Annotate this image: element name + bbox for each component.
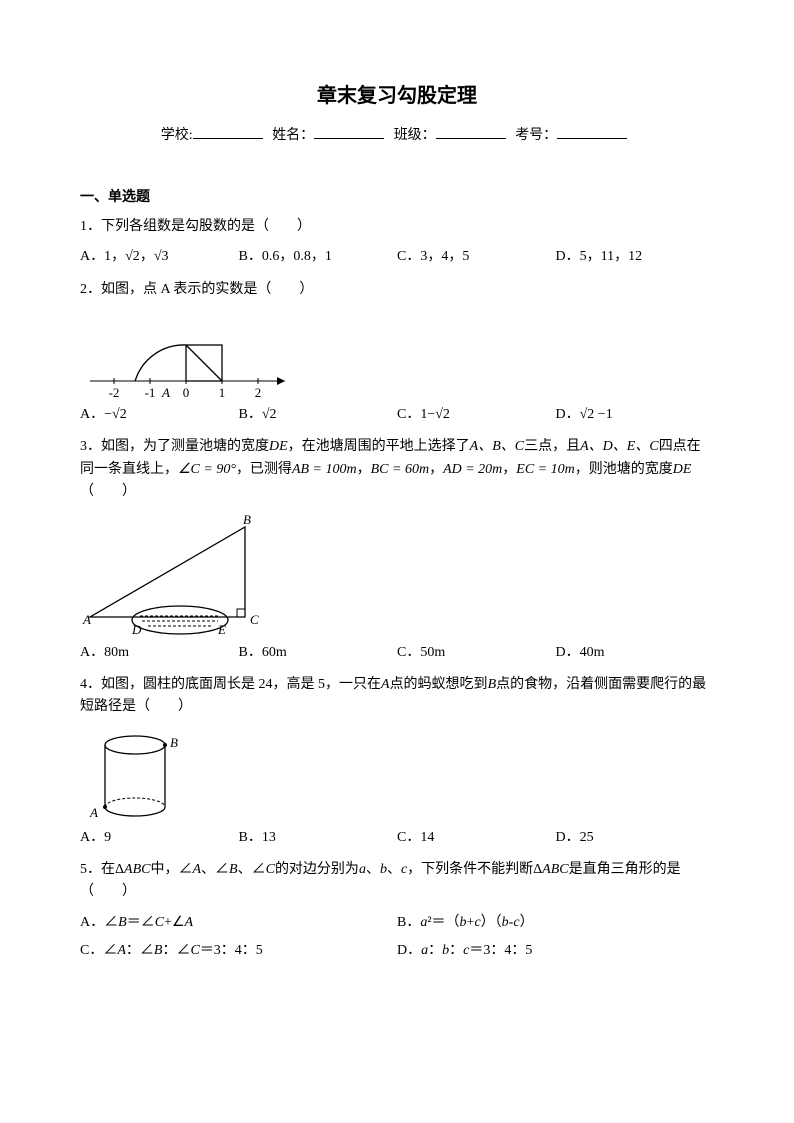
q4-opt-a: A．9 (80, 827, 239, 849)
q2-opt-d: D．√2 −1 (556, 404, 715, 426)
name-label: 姓名： (272, 128, 314, 143)
q4-opt-c: C．14 (397, 827, 556, 849)
question-3: 3．如图，为了测量池塘的宽度DE，在池塘周围的平地上选择了A、B、C三点，且A、… (80, 436, 714, 503)
q5-options: A．∠B＝∠C+∠A B．a²＝（b+c）（b-c） C．∠A：∠B：∠C＝3：… (80, 912, 714, 969)
q3-opt-c: C．50m (397, 642, 556, 664)
q3-options: A．80m B．60m C．50m D．40m (80, 642, 714, 664)
q5-opt-d: D．a：b：c＝3：4：5 (397, 940, 714, 962)
q3-opt-a: A．80m (80, 642, 239, 664)
q2-opt-c: C．1−√2 (397, 404, 556, 426)
svg-text:1: 1 (219, 385, 226, 400)
q3-opt-b: B．60m (239, 642, 398, 664)
svg-text:B: B (243, 512, 251, 527)
svg-text:-2: -2 (109, 385, 120, 400)
q2-opt-b: B．√2 (239, 404, 398, 426)
q2-opt-a: A．−√2 (80, 404, 239, 426)
question-5: 5．在ΔABC中，∠A、∠B、∠C的对边分别为a、b、c，下列条件不能判断ΔAB… (80, 859, 714, 904)
name-blank (314, 124, 384, 139)
svg-text:2: 2 (255, 385, 262, 400)
exam-label: 考号： (515, 128, 557, 143)
section-heading: 一、单选题 (80, 187, 714, 209)
q2-figure: -2 -1 0 1 2 A (80, 309, 300, 404)
q5-opt-b: B．a²＝（b+c）（b-c） (397, 912, 714, 934)
q4-options: A．9 B．13 C．14 D．25 (80, 827, 714, 849)
q1-opt-b: B．0.6，0.8，1 (239, 246, 398, 268)
class-blank (436, 124, 506, 139)
school-label: 学校: (161, 128, 193, 143)
exam-blank (557, 124, 627, 139)
svg-text:B: B (170, 735, 178, 750)
svg-text:A: A (89, 805, 98, 820)
school-blank (193, 124, 263, 139)
svg-text:0: 0 (183, 385, 190, 400)
q5-opt-c: C．∠A：∠B：∠C＝3：4：5 (80, 940, 397, 962)
question-1: 1．下列各组数是勾股数的是（ ） (80, 216, 714, 238)
q2-options: A．−√2 B．√2 C．1−√2 D．√2 −1 (80, 404, 714, 426)
q4-figure: B A (80, 727, 210, 827)
q4-opt-b: B．13 (239, 827, 398, 849)
student-info-line: 学校: 姓名： 班级： 考号： (80, 124, 714, 147)
q1-opt-a: A．1，√2，√3 (80, 246, 239, 268)
svg-text:A: A (82, 612, 91, 627)
svg-text:C: C (250, 612, 259, 627)
question-2: 2．如图，点 A 表示的实数是（ ） (80, 279, 714, 301)
q1-options: A．1，√2，√3 B．0.6，0.8，1 C．3，4，5 D．5，11，12 (80, 246, 714, 268)
svg-text:A: A (161, 385, 170, 400)
q5-opt-a: A．∠B＝∠C+∠A (80, 912, 397, 934)
svg-text:D: D (131, 622, 142, 637)
q3-figure: A B C D E (80, 512, 280, 642)
q1-opt-c: C．3，4，5 (397, 246, 556, 268)
q1-opt-d: D．5，11，12 (556, 246, 715, 268)
svg-text:-1: -1 (145, 385, 156, 400)
question-4: 4．如图，圆柱的底面周长是 24，高是 5，一只在A点的蚂蚁想吃到B点的食物，沿… (80, 674, 714, 719)
page-title: 章末复习勾股定理 (80, 80, 714, 112)
svg-text:E: E (217, 622, 226, 637)
class-label: 班级： (394, 128, 436, 143)
q4-opt-d: D．25 (556, 827, 715, 849)
q3-opt-d: D．40m (556, 642, 715, 664)
